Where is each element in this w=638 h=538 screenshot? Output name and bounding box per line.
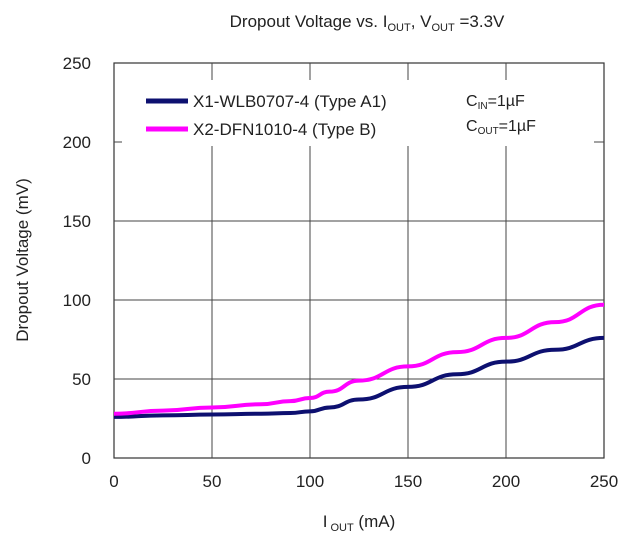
chart-title-main: Dropout Voltage vs. I	[230, 12, 388, 31]
legend-items: X1-WLB0707-4 (Type A1) X2-DFN1010-4 (Type…	[146, 92, 387, 139]
cout-tail: =1µF	[499, 118, 536, 135]
y-axis-label: Dropout Voltage (mV)	[13, 178, 32, 341]
x-tick-label: 250	[590, 472, 618, 491]
legend-background	[122, 80, 594, 146]
chart-title-sub1: OUT	[387, 22, 411, 34]
y-tick-label: 100	[63, 291, 91, 310]
chart-title-mid: , V	[411, 12, 432, 31]
cout-annotation: COUT=1µF	[466, 118, 536, 137]
series-line-2	[113, 302, 605, 416]
cout-main: C	[466, 118, 478, 135]
x-axis-label: I OUT (mA)	[323, 512, 396, 534]
x-axis-label-unit: (mA)	[354, 512, 396, 531]
x-tick-label: 0	[109, 472, 118, 491]
y-tick-label: 200	[63, 133, 91, 152]
y-tick-label: 150	[63, 212, 91, 231]
x-tick-label: 150	[394, 472, 422, 491]
chart-title: Dropout Voltage vs. IOUT, VOUT =3.3V	[230, 12, 505, 34]
series-line-1	[113, 335, 605, 419]
x-tick-label: 50	[203, 472, 222, 491]
cin-sub: IN	[478, 101, 488, 112]
x-axis-label-sub: OUT	[330, 522, 354, 534]
y-tick-labels: 0 50 100 150 200 250	[63, 54, 91, 468]
y-tick-label: 250	[63, 54, 91, 73]
y-tick-label: 0	[82, 449, 91, 468]
cin-annotation: CIN=1µF	[466, 93, 525, 112]
legend: X1-WLB0707-4 (Type A1) X2-DFN1010-4 (Type…	[122, 80, 594, 146]
y-tick-label: 50	[72, 370, 91, 389]
legend-label-2: X2-DFN1010-4 (Type B)	[193, 120, 376, 139]
x-axis-label-main: I	[323, 512, 328, 531]
x-tick-label: 100	[296, 472, 324, 491]
x-tick-label: 200	[492, 472, 520, 491]
cin-tail: =1µF	[488, 93, 525, 110]
cout-sub: OUT	[478, 126, 499, 137]
chart-title-sub2: OUT	[432, 22, 456, 34]
cin-main: C	[466, 93, 478, 110]
chart-title-tail: =3.3V	[455, 12, 505, 31]
legend-label-1: X1-WLB0707-4 (Type A1)	[193, 92, 387, 111]
series-layer	[113, 302, 605, 419]
x-tick-labels: 0 50 100 150 200 250	[109, 472, 618, 491]
